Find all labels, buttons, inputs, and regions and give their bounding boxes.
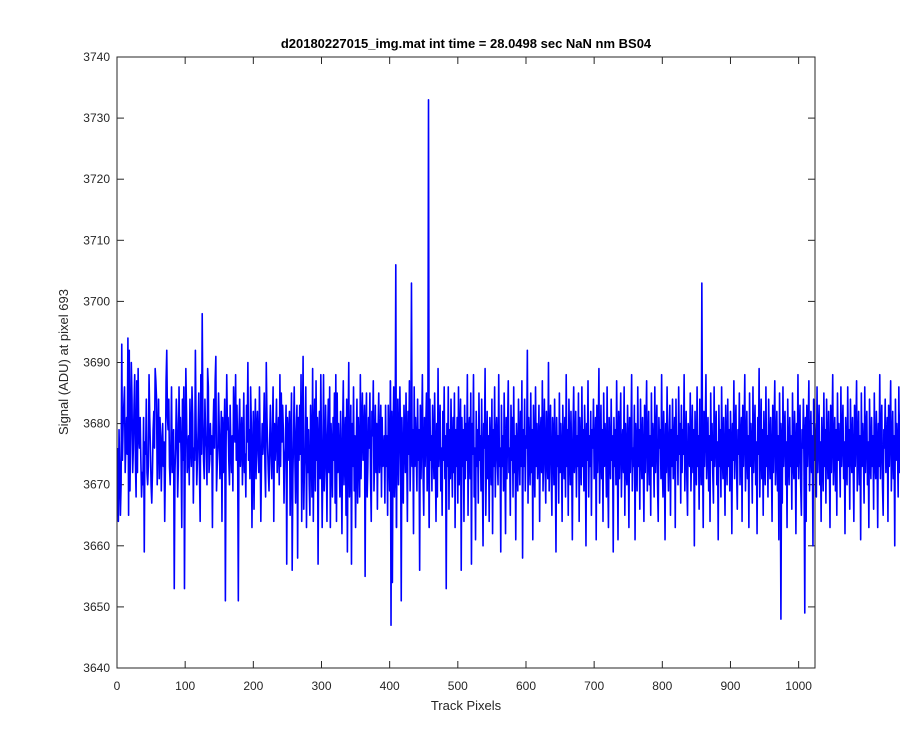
x-tick-label: 900 — [720, 679, 740, 693]
x-tick-label: 0 — [114, 679, 121, 693]
series-spike — [389, 380, 393, 627]
x-axis-label: Track Pixels — [431, 698, 502, 713]
x-tick-label: 400 — [380, 679, 400, 693]
y-tick-label: 3650 — [83, 600, 110, 614]
x-tick-label: 800 — [652, 679, 672, 693]
x-tick-label: 300 — [311, 679, 331, 693]
x-tick-label: 100 — [175, 679, 195, 693]
series-spike — [427, 98, 430, 528]
y-tick-label: 3730 — [83, 111, 110, 125]
y-tick-label: 3660 — [83, 539, 110, 553]
series-spike — [803, 417, 807, 614]
series-spike — [183, 386, 186, 590]
y-tick-label: 3710 — [83, 233, 110, 247]
series-spike — [779, 448, 783, 620]
y-axis-label: Signal (ADU) at pixel 693 — [56, 289, 71, 435]
series-spike — [236, 429, 240, 602]
y-tick-label: 3700 — [83, 294, 110, 308]
series-spike — [394, 263, 398, 528]
y-tick-label: 3670 — [83, 478, 110, 492]
series-line — [116, 312, 900, 602]
y-tick-label: 3740 — [83, 50, 110, 64]
x-tick-label: 700 — [584, 679, 604, 693]
tick-labels: 0 100 200 300 400 500 600 700 800 900 1000 3640 3650… — [83, 50, 812, 693]
y-tick-label: 3690 — [83, 356, 110, 370]
chart-title: d20180227015_img.mat int time = 28.0498 … — [281, 36, 652, 51]
x-tick-label: 200 — [243, 679, 263, 693]
x-tick-label: 1000 — [785, 679, 812, 693]
x-tick-label: 500 — [448, 679, 468, 693]
axes-background — [117, 57, 815, 668]
series-spike — [409, 282, 413, 467]
x-tick-label: 600 — [516, 679, 536, 693]
y-tick-label: 3680 — [83, 417, 110, 431]
axes-box — [116, 56, 816, 669]
plot-area — [116, 98, 900, 627]
y-tick-label: 3640 — [83, 661, 110, 675]
y-tick-label: 3720 — [83, 172, 110, 186]
series-spike — [700, 282, 704, 485]
